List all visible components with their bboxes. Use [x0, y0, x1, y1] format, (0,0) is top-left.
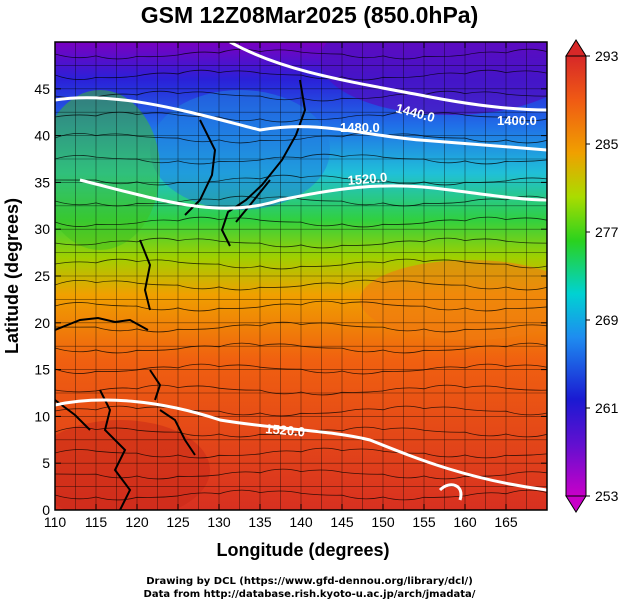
- streamline: [55, 300, 547, 312]
- height-contours: [55, 42, 547, 501]
- x-tick-label: 110: [44, 514, 67, 530]
- y-tick-label: 5: [42, 455, 50, 471]
- streamline: [55, 405, 547, 417]
- x-tick-label: 165: [494, 514, 518, 530]
- credit-drawing: Drawing by DCL (https://www.gfd-dennou.o…: [146, 576, 473, 587]
- streamline: [55, 342, 547, 354]
- streamline: [55, 132, 547, 144]
- x-tick-label: 155: [412, 514, 436, 530]
- x-axis-label: Longitude (degrees): [216, 540, 389, 560]
- contour-label-1400: 1400.0: [497, 113, 537, 128]
- x-tick-label: 145: [330, 514, 354, 530]
- y-tick-label: 15: [34, 362, 50, 378]
- hot-south-west: [55, 420, 210, 510]
- credit-data: Data from http://database.rish.kyoto-u.a…: [143, 589, 476, 600]
- streamline: [55, 447, 547, 459]
- contour-label-1520-south: 1520.0: [265, 421, 306, 439]
- streamline: [55, 195, 547, 207]
- contour-label-1520-north: 1520.0: [347, 170, 388, 188]
- colorbar-tick-label: 261: [595, 400, 619, 416]
- x-tick-label: 115: [85, 514, 108, 530]
- streamline: [55, 69, 547, 81]
- contour-labels: 1440.0 1400.0 1480.0 1520.0 1520.0: [265, 100, 537, 439]
- streamline: [55, 48, 547, 60]
- y-tick-label: 25: [34, 268, 50, 284]
- streamline: [55, 426, 547, 438]
- wind-streamlines: [55, 48, 547, 501]
- y-tick-label: 10: [34, 408, 50, 424]
- x-tick-label: 150: [371, 514, 395, 530]
- warm-tongue: [360, 260, 547, 340]
- cold-pool: [320, 42, 547, 115]
- x-axis: 110 115 120 125 130 135 140 145 150 155 160 165: [44, 42, 518, 530]
- colorbar-tick-label: 277: [595, 224, 619, 240]
- colorbar-top-arrow: [565, 39, 587, 57]
- x-tick-label: 140: [289, 514, 313, 530]
- streamline: [55, 153, 547, 165]
- colorbar-tick-label: 253: [595, 488, 619, 504]
- streamline: [55, 384, 547, 396]
- colorbar-bar: [565, 55, 587, 497]
- streamline: [55, 363, 547, 375]
- grid: [55, 42, 547, 510]
- y-tick-label: 30: [34, 221, 50, 237]
- y-tick-label: 20: [34, 315, 50, 331]
- y-tick-label: 45: [34, 81, 50, 97]
- streamline: [55, 90, 547, 102]
- chart-title: GSM 12Z08Mar2025 (850.0hPa): [140, 2, 479, 28]
- x-tick-label: 130: [207, 514, 231, 530]
- x-tick-label: 135: [248, 514, 272, 530]
- streamline: [55, 237, 547, 249]
- streamline: [55, 468, 547, 480]
- cool-region: [150, 90, 330, 210]
- green-band-west: [55, 90, 160, 250]
- x-tick-label: 160: [453, 514, 477, 530]
- y-tick-label: 0: [42, 502, 50, 518]
- streamline: [55, 174, 547, 186]
- streamline: [55, 321, 547, 333]
- colorbar-tick-label: 293: [595, 48, 619, 64]
- colorbar-tick-label: 285: [595, 136, 619, 152]
- streamline: [55, 279, 547, 291]
- x-tick-label: 120: [125, 514, 149, 530]
- y-axis-label: Latitude (degrees): [2, 198, 22, 354]
- y-tick-label: 35: [34, 174, 50, 190]
- y-axis: 0 5 10 15 20 25 30 35 40 45: [34, 81, 547, 518]
- contour-label-1480: 1480.0: [340, 120, 380, 135]
- colorbar: 293 285 277 269 261 253: [565, 39, 619, 513]
- colorbar-tick-labels: 293 285 277 269 261 253: [586, 48, 619, 504]
- streamline: [55, 489, 547, 501]
- y-tick-label: 40: [34, 128, 50, 144]
- colorbar-tick-label: 269: [595, 312, 619, 328]
- streamline: [55, 216, 547, 228]
- x-tick-label: 125: [166, 514, 190, 530]
- colorbar-bottom-arrow: [565, 495, 587, 513]
- streamline: [55, 258, 547, 270]
